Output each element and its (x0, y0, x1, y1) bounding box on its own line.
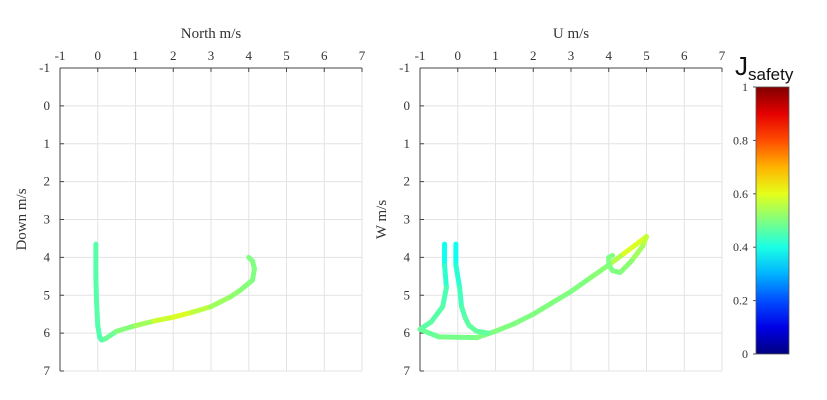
y-tick-label: 0 (44, 98, 51, 113)
trajectory-segment (453, 262, 463, 291)
x-tick-label: 5 (643, 48, 650, 63)
trajectory-segment (606, 252, 616, 260)
x-tick-label: -1 (415, 48, 426, 63)
trajectory-segment (493, 321, 517, 334)
y-axis-title: Down m/s (14, 188, 30, 250)
trajectory-segment (568, 275, 593, 294)
y-tick-label: 2 (404, 174, 411, 189)
trajectory-segment (94, 300, 101, 329)
trajectory-segment (436, 334, 480, 341)
trajectory-segment (151, 314, 176, 324)
trajectory-segment (621, 239, 642, 257)
trajectory-segment (474, 328, 491, 336)
trajectory-segment (628, 243, 646, 264)
y-tick-label: 3 (44, 212, 51, 227)
y-tick-label: 5 (44, 287, 51, 302)
y-tick-label: 0 (404, 98, 411, 113)
x-tick-label: 1 (492, 48, 499, 63)
y-tick-label: -1 (399, 60, 410, 75)
x-tick-label: 7 (359, 48, 366, 63)
y-tick-label: 4 (44, 249, 51, 264)
trajectory-1 (417, 234, 649, 341)
trajectory-2 (453, 241, 491, 336)
trajectory-segment (606, 251, 627, 268)
trajectory-segment (440, 285, 449, 310)
trajectory-segment (442, 262, 449, 291)
colorbar-tick-label: 0.6 (733, 187, 748, 201)
trajectory-segment (93, 273, 100, 306)
x-tick-label: 3 (208, 48, 215, 63)
trajectory-segment (617, 258, 634, 276)
y-tick-label: 2 (44, 174, 51, 189)
colorbar-tick-label: 0.4 (733, 240, 748, 254)
x-axis-title: North m/s (181, 26, 242, 42)
x-tick-label: 6 (681, 48, 688, 63)
x-tick-label: 2 (530, 48, 537, 63)
x-tick-label: 1 (132, 48, 139, 63)
x-tick-label: 4 (246, 48, 253, 63)
chart-panel-1: -1 0 1 2 3 4 5 6 7 -1 0 1 2 3 4 5 6 7 North m/s Down m/s (14, 26, 366, 378)
y-tick-label: 1 (404, 136, 411, 151)
y-tick-label: 6 (404, 325, 411, 340)
trajectory-segment (189, 304, 214, 315)
chart-panel-2: -1 0 1 2 3 4 5 6 7 -1 0 1 2 3 4 5 6 7 U m/s W m/s (374, 26, 726, 378)
x-axis-title: U m/s (553, 26, 589, 42)
colorbar: 0 0.2 0.4 0.6 0.8 1J safety (733, 51, 794, 361)
y-axis-title: W m/s (374, 200, 390, 239)
colorbar-gradient (755, 86, 790, 355)
trajectory-segment (114, 323, 138, 334)
trajectory-segment (170, 309, 195, 320)
y-tick-label: 5 (404, 287, 411, 302)
y-tick-label: 4 (404, 249, 411, 264)
trajectory-segment (428, 304, 446, 325)
trajectory-segment (208, 294, 233, 310)
colorbar-tick-label: 0.2 (733, 294, 748, 308)
trajectory-segment (133, 318, 157, 329)
colorbar-title: J (735, 51, 748, 81)
trajectory-segment (246, 254, 256, 264)
x-tick-label: 6 (321, 48, 328, 63)
x-tick-label: 2 (170, 48, 177, 63)
x-tick-label: 0 (95, 48, 102, 63)
y-tick-label: 6 (44, 325, 51, 340)
x-tick-label: 7 (719, 48, 726, 63)
trajectory-segment (511, 311, 536, 327)
x-tick-label: -1 (55, 48, 66, 63)
x-tick-label: 4 (606, 48, 613, 63)
colorbar-title-subscript: safety (748, 65, 794, 84)
trajectory-segment (417, 326, 442, 340)
y-tick-label: 3 (404, 212, 411, 227)
colorbar-tick-label: 0 (742, 347, 748, 361)
trajectory-segment (549, 288, 574, 306)
x-tick-label: 0 (455, 48, 462, 63)
y-tick-label: -1 (39, 60, 50, 75)
colorbar-tick-label: 0.8 (733, 133, 748, 147)
trajectory-segment (587, 262, 612, 281)
colorbar-tick-label: 1 (742, 80, 748, 94)
y-tick-label: 7 (44, 363, 51, 378)
y-tick-label: 1 (44, 136, 51, 151)
trajectory-segment (530, 300, 555, 317)
trajectory-1 (93, 241, 257, 343)
x-tick-label: 3 (568, 48, 575, 63)
x-tick-label: 5 (283, 48, 290, 63)
trajectory-segment (457, 285, 465, 310)
y-tick-label: 7 (404, 363, 411, 378)
